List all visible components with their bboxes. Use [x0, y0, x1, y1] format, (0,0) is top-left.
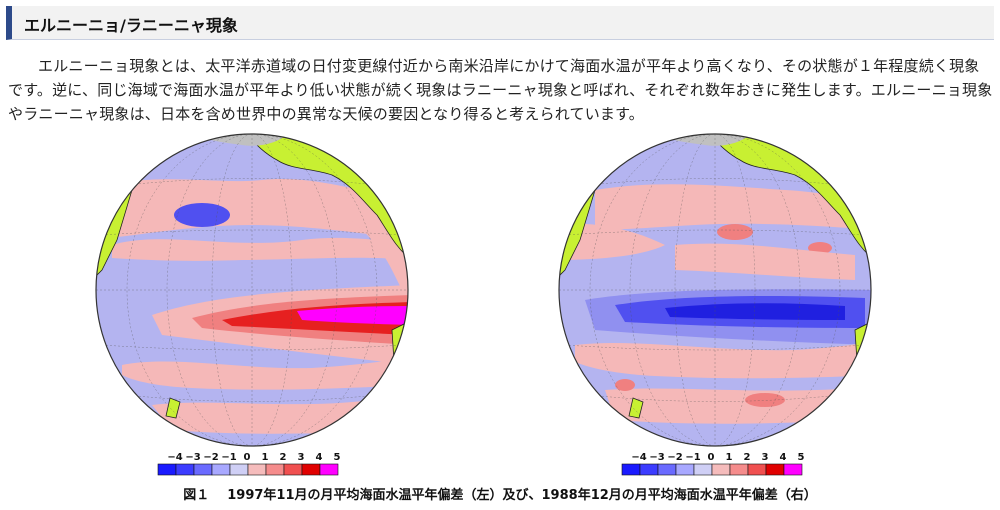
scale-swatch	[229, 463, 249, 476]
color-scale-right: −4 −3 −2 −1 0 1 2 3 4 5	[621, 452, 805, 476]
scale-tick-label: 3	[298, 452, 305, 463]
scale-tick-label: −4	[167, 452, 182, 463]
scale-tick-label: −4	[631, 452, 646, 463]
scale-swatch	[193, 463, 213, 476]
scale-tick-label: −1	[221, 452, 236, 463]
scale-swatch	[157, 463, 177, 476]
scale-swatch	[693, 463, 713, 476]
scale-swatch	[319, 463, 339, 476]
scale-tick-label: 4	[780, 452, 787, 463]
scale-swatch	[639, 463, 659, 476]
scale-tick-label: 0	[708, 452, 715, 463]
scale-tick-label: 5	[334, 452, 341, 463]
body-paragraph: エルニーニョ現象とは、太平洋赤道域の日付変更線付近から南米沿岸にかけて海面水温が…	[8, 57, 993, 123]
scale-tick-label: −3	[185, 452, 200, 463]
scale-tick-label: −1	[685, 452, 700, 463]
scale-swatch	[657, 463, 677, 476]
scale-swatch	[283, 463, 303, 476]
scale-swatch	[175, 463, 195, 476]
scale-swatch	[247, 463, 267, 476]
scale-swatch	[765, 463, 785, 476]
scale-tick-label: 0	[244, 452, 251, 463]
scale-tick-label: 2	[280, 452, 287, 463]
scale-swatch	[301, 463, 321, 476]
scale-swatch	[729, 463, 749, 476]
scale-tick-label: −3	[649, 452, 664, 463]
section-title: エルニーニョ/ラニーニャ現象	[24, 16, 238, 35]
scale-swatch	[711, 463, 731, 476]
caption-text: 1997年11月の月平均海面水温平年偏差（左）及び、1988年12月の月平均海面…	[227, 488, 817, 503]
scale-swatch	[265, 463, 285, 476]
scale-tick-label: 1	[262, 452, 269, 463]
scale-swatch	[211, 463, 231, 476]
scale-tick-label: −2	[667, 452, 682, 463]
scale-tick-label: 5	[798, 452, 805, 463]
scale-swatch	[783, 463, 803, 476]
scale-tick-label: 1	[726, 452, 733, 463]
section-heading: エルニーニョ/ラニーニャ現象	[6, 6, 994, 40]
sst-anomaly-map-1997	[95, 133, 409, 447]
scale-tick-label: 3	[762, 452, 769, 463]
color-scale-left: −4 −3 −2 −1 0 1 2 3 4 5	[157, 452, 341, 476]
scale-swatch	[675, 463, 695, 476]
scale-swatch	[747, 463, 767, 476]
caption-label: 図１	[183, 488, 210, 503]
scale-tick-label: 2	[744, 452, 751, 463]
scale-swatch	[621, 463, 641, 476]
figure-caption: 図１ 1997年11月の月平均海面水温平年偏差（左）及び、1988年12月の月平均…	[0, 484, 1000, 503]
scale-tick-label: 4	[316, 452, 323, 463]
sst-anomaly-map-1988	[558, 133, 872, 447]
scale-tick-label: −2	[203, 452, 218, 463]
